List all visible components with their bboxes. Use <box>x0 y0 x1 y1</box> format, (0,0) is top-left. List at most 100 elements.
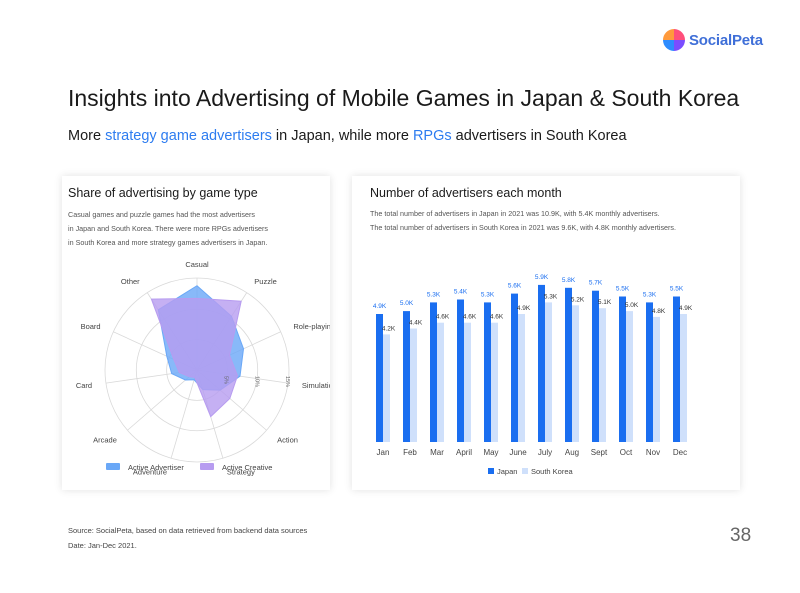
bar-data-label-south-korea: 4.4K <box>409 320 423 327</box>
bar-legend-label: Japan <box>497 467 517 476</box>
source-text: Source: SocialPeta, based on data retrie… <box>68 526 308 535</box>
bar-south-korea <box>599 308 606 442</box>
bar-data-label-south-korea: 5.0K <box>625 302 639 309</box>
radar-category-label: Puzzle <box>254 277 277 286</box>
radar-legend-label: Active Creative <box>222 463 272 472</box>
bar-data-label-south-korea: 4.6K <box>436 314 450 321</box>
bar-chart-card: Number of advertisers each month The tot… <box>352 176 740 490</box>
bar-japan <box>457 299 464 442</box>
page-title: Insights into Advertising of Mobile Game… <box>68 85 740 111</box>
bar-japan <box>673 296 680 442</box>
radar-legend-swatch <box>200 463 214 470</box>
x-axis-tick-label: Mar <box>430 448 444 457</box>
bar-japan <box>484 302 491 442</box>
bar-south-korea <box>626 311 633 442</box>
bar-data-label-japan: 5.3K <box>427 291 441 298</box>
bar-japan <box>430 302 437 442</box>
radar-chart-card: Share of advertising by game type Casual… <box>62 176 330 490</box>
radar-category-label: Casual <box>185 260 209 269</box>
bar-data-label-japan: 5.6K <box>508 283 522 290</box>
x-axis-tick-label: Sept <box>591 448 608 457</box>
bar-chart-title: Number of advertisers each month <box>370 186 562 200</box>
radar-note-line: in Japan and South Korea. There were mor… <box>68 224 269 233</box>
bar-data-label-south-korea: 4.2K <box>382 325 396 332</box>
radar-category-label: Role-playing <box>293 322 330 331</box>
bar-south-korea <box>653 316 660 442</box>
subtitle-text-3: advertisers in South Korea <box>451 128 627 144</box>
radar-category-label: Strategy <box>227 468 255 477</box>
source-footer: Source: SocialPeta, based on data retrie… <box>68 523 307 553</box>
bar-data-label-japan: 5.3K <box>481 291 495 298</box>
bar-japan <box>511 293 518 442</box>
bar-south-korea <box>572 305 579 442</box>
x-axis-tick-label: Oct <box>620 448 633 457</box>
radar-series-area <box>150 297 242 418</box>
radar-axis-tick-label: 5% <box>223 376 229 384</box>
radar-category-label: Card <box>76 381 92 390</box>
x-axis-tick-label: April <box>456 448 472 457</box>
x-axis-tick-label: Dec <box>673 448 687 457</box>
radar-legend-swatch <box>106 463 120 470</box>
bar-legend-swatch <box>488 468 494 474</box>
radar-axis-tick-label: 15% <box>284 376 290 387</box>
x-axis-tick-label: Aug <box>565 448 579 457</box>
date-text: Date: Jan-Dec 2021. <box>68 541 137 550</box>
radar-spoke <box>170 369 198 459</box>
page-number: 38 <box>730 525 752 546</box>
x-axis-tick-label: July <box>538 448 552 457</box>
radar-category-label: Action <box>277 435 298 444</box>
socialpeta-logo: SocialPeta <box>663 29 763 51</box>
bar-south-korea <box>437 322 444 442</box>
bar-japan <box>403 311 410 442</box>
bar-data-label-japan: 5.3K <box>643 291 657 298</box>
bar-chart: 4.9K 4.2K Jan 5.0K 4.4K Feb 5.3K 4.6K Mar 5.4K 4.6… <box>373 274 693 476</box>
bar-data-label-south-korea: 5.2K <box>571 296 585 303</box>
x-axis-tick-label: Jan <box>377 448 390 457</box>
subtitle-highlight-strategy: strategy game advertisers <box>105 128 272 144</box>
bar-japan <box>565 287 572 442</box>
radar-note-line: Casual games and puzzle games had the mo… <box>68 210 255 219</box>
radar-category-label: Adventure <box>133 468 167 477</box>
bar-japan <box>619 296 626 442</box>
bar-data-label-japan: 5.5K <box>670 286 684 293</box>
radar-category-label: Simulation <box>302 381 330 390</box>
bar-data-label-south-korea: 5.1K <box>598 299 612 306</box>
radar-chart-title: Share of advertising by game type <box>68 186 258 200</box>
subtitle-text-2: in Japan, while more <box>271 128 413 144</box>
bar-south-korea <box>383 334 390 442</box>
bar-japan <box>646 302 653 442</box>
bar-data-label-south-korea: 4.6K <box>490 314 504 321</box>
bar-data-label-japan: 5.5K <box>616 286 630 293</box>
radar-legend-label: Active Advertiser <box>128 463 184 472</box>
page-subtitle: More strategy game advertisers in Japan,… <box>68 128 627 144</box>
bar-data-label-south-korea: 4.9K <box>517 305 531 312</box>
logo-mark-icon <box>663 29 685 51</box>
bar-data-label-japan: 5.8K <box>562 277 576 284</box>
bar-south-korea <box>680 314 687 442</box>
bar-note-line: The total number of advertisers in Japan… <box>370 209 660 218</box>
radar-category-label: Arcade <box>93 435 117 444</box>
logo-text: SocialPeta <box>689 31 763 49</box>
bar-data-label-japan: 5.0K <box>400 300 414 307</box>
bar-japan <box>376 314 383 442</box>
bar-south-korea <box>410 328 417 442</box>
radar-chart-note: Casual games and puzzle games had the mo… <box>68 208 268 250</box>
x-axis-tick-label: Nov <box>646 448 660 457</box>
radar-category-label: Other <box>121 277 140 286</box>
bar-south-korea <box>464 322 471 442</box>
subtitle-text-1: More <box>68 128 106 144</box>
bar-data-label-japan: 4.9K <box>373 303 387 310</box>
bar-chart-note: The total number of advertisers in Japan… <box>370 207 676 235</box>
bar-data-label-japan: 5.4K <box>454 289 468 296</box>
x-axis-tick-label: May <box>483 448 498 457</box>
bar-south-korea <box>491 322 498 442</box>
bar-legend-swatch <box>522 468 528 474</box>
bar-data-label-south-korea: 4.8K <box>652 308 666 315</box>
bar-south-korea <box>545 302 552 442</box>
bar-data-label-japan: 5.7K <box>589 280 603 287</box>
subtitle-highlight-rpgs: RPGs <box>412 128 452 144</box>
x-axis-tick-label: Feb <box>403 448 417 457</box>
bar-south-korea <box>518 314 525 442</box>
bar-data-label-japan: 5.9K <box>535 274 549 281</box>
radar-note-line: in South Korea and more strategy games a… <box>68 238 268 247</box>
